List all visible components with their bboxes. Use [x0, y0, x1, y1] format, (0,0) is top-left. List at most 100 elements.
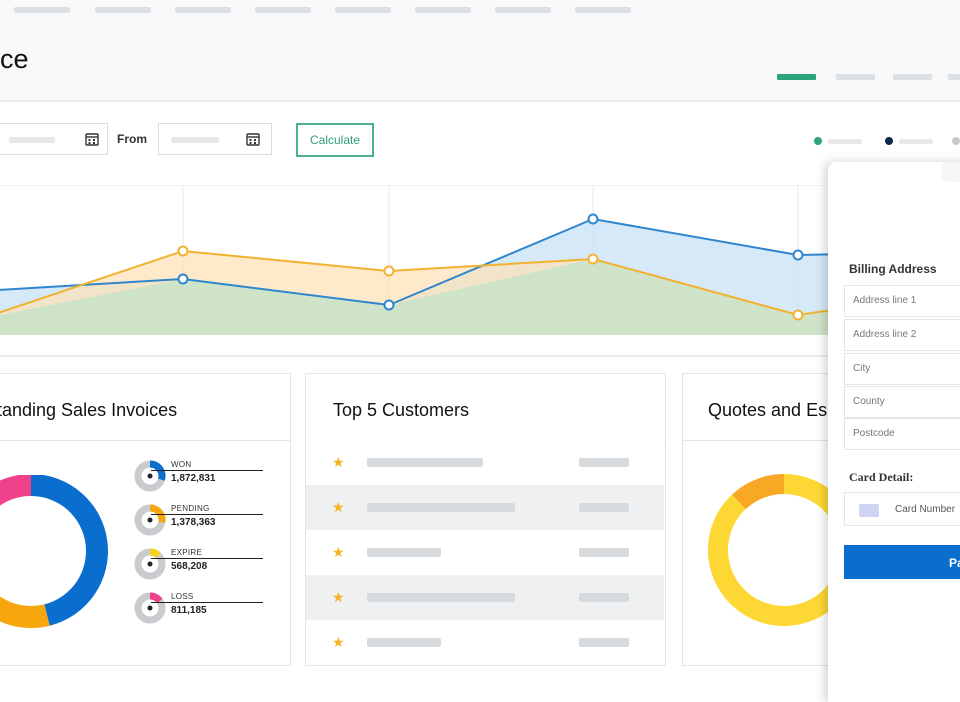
view-tab[interactable] — [893, 74, 932, 80]
invoice-slice[interactable] — [0, 475, 31, 534]
stat-gauge-icon — [134, 460, 166, 492]
customer-name — [367, 638, 441, 647]
data-point[interactable] — [587, 253, 599, 265]
nav-item[interactable] — [575, 7, 631, 13]
payment-panel: Billing Address Address line 1 Address l… — [828, 162, 960, 702]
nav-item[interactable] — [14, 7, 70, 13]
customer-amount — [579, 458, 629, 467]
customer-row[interactable]: ★ — [306, 575, 664, 620]
invoice-slice[interactable] — [31, 475, 108, 626]
card-title: Quotes and Es — [708, 400, 828, 420]
stat-gauge-icon — [134, 548, 166, 580]
view-tab[interactable] — [836, 74, 875, 80]
star-icon: ★ — [332, 589, 345, 605]
address-line-2-input[interactable]: Address line 2 — [844, 319, 960, 351]
data-point[interactable] — [177, 245, 189, 257]
nav-item[interactable] — [175, 7, 231, 13]
star-icon: ★ — [332, 454, 345, 470]
data-point[interactable] — [383, 299, 395, 311]
stat-value: 811,185 — [171, 605, 207, 616]
nav-item[interactable] — [95, 7, 151, 13]
data-point[interactable] — [792, 249, 804, 261]
customer-name — [367, 458, 483, 467]
stat-value: 1,872,831 — [171, 473, 216, 484]
page-title: ice — [0, 44, 29, 74]
postcode-input[interactable]: Postcode — [844, 418, 960, 450]
star-icon: ★ — [332, 499, 345, 515]
invoice-stats: WON 1,872,831 PENDING 1,378,363 EXPIRE 568,20… — [134, 460, 267, 640]
card-divider — [683, 440, 881, 441]
star-icon: ★ — [332, 634, 345, 650]
customer-name — [367, 593, 515, 602]
customer-amount — [579, 548, 629, 557]
stat-label: WON — [171, 460, 192, 469]
sales-line-chart — [0, 185, 960, 335]
stat-gauge-icon — [134, 592, 166, 624]
overlap-area — [0, 259, 960, 335]
date-to-field[interactable] — [0, 123, 108, 155]
field-placeholder: Address line 2 — [853, 329, 917, 340]
data-point[interactable] — [792, 309, 804, 321]
stat-label: LOSS — [171, 592, 194, 601]
invoice-slice[interactable] — [0, 527, 50, 628]
quote-slice[interactable] — [731, 474, 784, 510]
stat-value: 1,378,363 — [171, 517, 216, 528]
card-detail-title: Card Detail: — [849, 470, 914, 484]
date-from-field[interactable] — [158, 123, 272, 155]
pay-button[interactable]: Pa — [844, 545, 960, 579]
customer-row[interactable]: ★ — [306, 440, 664, 485]
stat-underline — [151, 514, 263, 515]
card-title: tanding Sales Invoices — [0, 400, 178, 420]
invoices-donut-chart — [0, 475, 108, 628]
county-input[interactable]: County — [844, 386, 960, 418]
stat-label: EXPIRE — [171, 548, 203, 557]
stat-value: 568,208 — [171, 561, 208, 572]
legend-label — [828, 139, 862, 144]
legend-label — [899, 139, 933, 144]
customer-row[interactable]: ★ — [306, 530, 664, 575]
nav-item[interactable] — [255, 7, 311, 13]
field-placeholder: Postcode — [853, 428, 895, 439]
card-divider — [0, 440, 290, 441]
customer-amount — [579, 638, 629, 647]
date-placeholder — [171, 137, 219, 143]
stat-underline — [151, 558, 263, 559]
nav-item[interactable] — [495, 7, 551, 13]
data-point[interactable] — [383, 265, 395, 277]
calendar-icon[interactable] — [246, 132, 260, 146]
view-tab-active[interactable] — [777, 74, 816, 80]
card-number-placeholder: Card Number — [895, 504, 956, 515]
star-icon: ★ — [332, 544, 345, 560]
stat-label: PENDING — [171, 504, 210, 513]
field-placeholder: Address line 1 — [853, 295, 917, 306]
billing-address-title: Billing Address — [849, 262, 937, 276]
legend-dot-green — [814, 137, 822, 145]
chart-divider — [0, 355, 960, 357]
customer-row[interactable]: ★ — [306, 620, 664, 665]
legend-dot-gray — [952, 137, 960, 145]
customer-name — [367, 548, 441, 557]
nav-item[interactable] — [415, 7, 471, 13]
card-number-input[interactable]: Card Number — [844, 492, 960, 526]
calendar-icon[interactable] — [85, 132, 99, 146]
data-point[interactable] — [587, 213, 599, 225]
legend-dot-navy — [885, 137, 893, 145]
credit-card-icon — [859, 504, 879, 517]
nav-item[interactable] — [335, 7, 391, 13]
customer-amount — [579, 503, 629, 512]
customer-amount — [579, 593, 629, 602]
stat-underline — [151, 470, 263, 471]
stat-underline — [151, 602, 263, 603]
customer-name — [367, 503, 515, 512]
outstanding-invoices-card: tanding Sales Invoices WON 1,872,831 PENDI… — [0, 373, 291, 666]
customer-row[interactable]: ★ — [306, 485, 664, 530]
city-input[interactable]: City — [844, 353, 960, 385]
panel-header-tab — [942, 162, 960, 182]
view-tab[interactable] — [948, 74, 960, 80]
top-navigation-bar: ice — [0, 0, 960, 102]
pay-button-label: Pa — [949, 556, 960, 570]
card-title: Top 5 Customers — [333, 400, 470, 420]
calculate-button[interactable]: Calculate — [296, 123, 374, 157]
address-line-1-input[interactable]: Address line 1 — [844, 285, 960, 317]
data-point[interactable] — [177, 273, 189, 285]
